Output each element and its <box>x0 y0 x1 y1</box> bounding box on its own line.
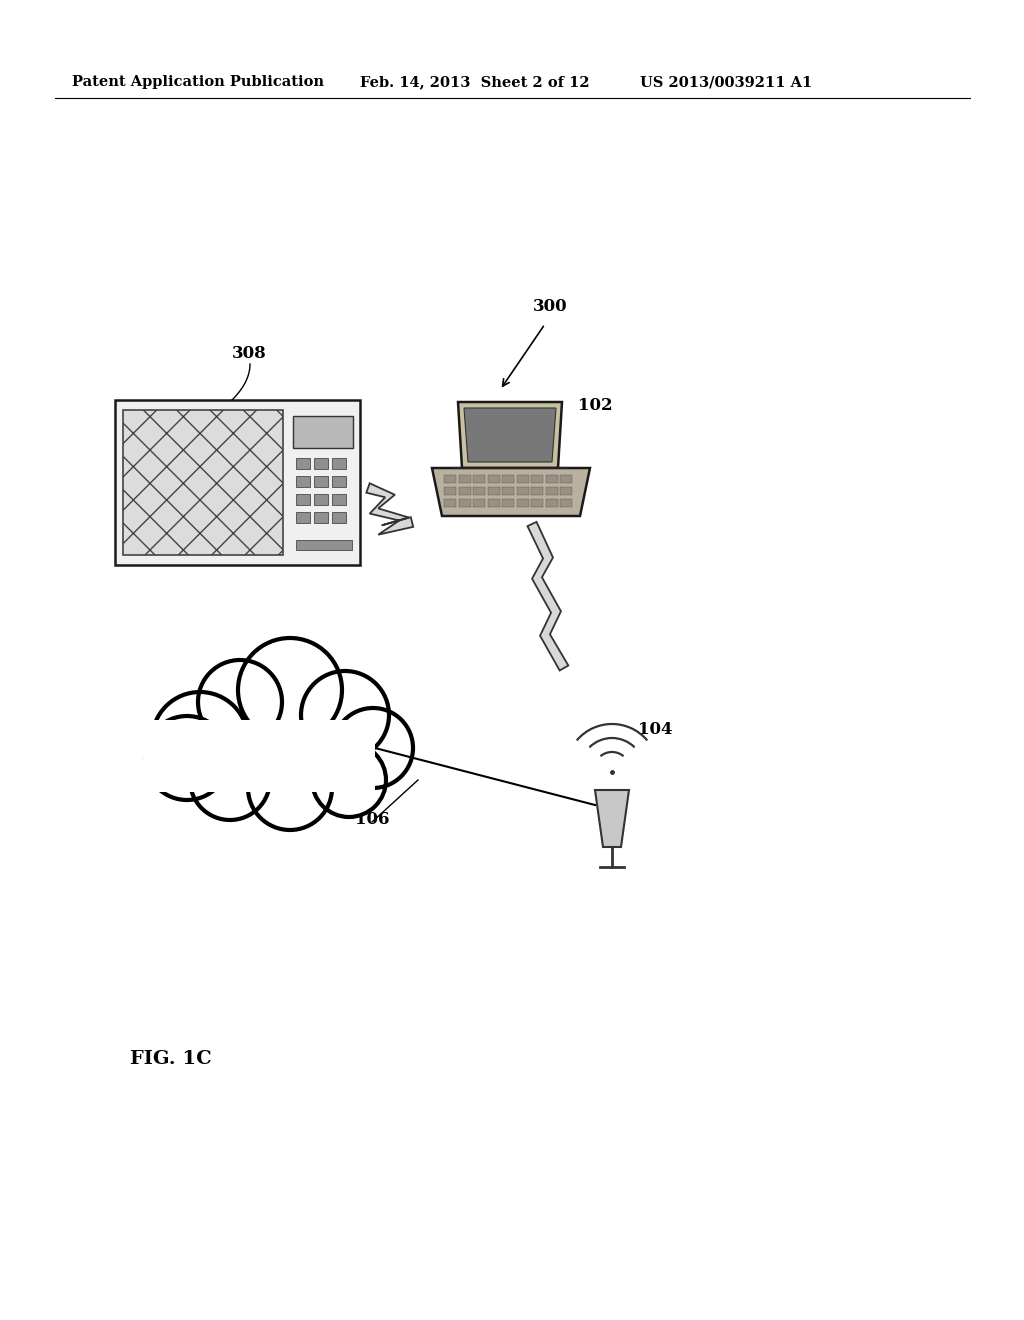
Text: 102: 102 <box>578 397 612 414</box>
Bar <box>560 487 572 495</box>
Circle shape <box>238 638 342 742</box>
Bar <box>293 416 353 447</box>
Circle shape <box>190 741 270 820</box>
Polygon shape <box>432 469 590 516</box>
Bar <box>459 475 470 483</box>
Circle shape <box>301 671 389 759</box>
Text: 106: 106 <box>355 810 389 828</box>
Bar <box>296 494 310 506</box>
Bar <box>487 499 500 507</box>
Bar <box>296 477 310 487</box>
Bar <box>531 487 543 495</box>
Bar <box>487 487 500 495</box>
Bar <box>546 475 557 483</box>
Polygon shape <box>367 483 414 535</box>
Bar <box>531 499 543 507</box>
Circle shape <box>145 715 229 800</box>
Bar <box>332 512 346 523</box>
Text: FIG. 1C: FIG. 1C <box>130 1049 212 1068</box>
Circle shape <box>152 692 248 788</box>
Polygon shape <box>527 521 568 671</box>
Polygon shape <box>464 408 556 462</box>
Circle shape <box>198 660 282 744</box>
Polygon shape <box>458 403 562 469</box>
Text: 300: 300 <box>534 298 567 315</box>
Bar <box>560 499 572 507</box>
Bar <box>296 512 310 523</box>
Bar <box>502 475 514 483</box>
Bar <box>314 512 328 523</box>
Circle shape <box>248 746 332 830</box>
Bar <box>314 494 328 506</box>
Bar <box>502 487 514 495</box>
Bar <box>459 487 470 495</box>
Bar <box>516 475 528 483</box>
Text: Feb. 14, 2013  Sheet 2 of 12: Feb. 14, 2013 Sheet 2 of 12 <box>360 75 590 88</box>
Bar <box>546 499 557 507</box>
Bar <box>444 487 456 495</box>
Bar <box>473 475 485 483</box>
Bar <box>314 458 328 469</box>
Bar <box>516 487 528 495</box>
Text: US 2013/0039211 A1: US 2013/0039211 A1 <box>640 75 812 88</box>
Text: 104: 104 <box>638 721 673 738</box>
Bar <box>296 458 310 469</box>
Bar <box>560 475 572 483</box>
Text: 308: 308 <box>232 345 266 362</box>
Bar <box>444 499 456 507</box>
Bar <box>516 499 528 507</box>
Bar <box>473 499 485 507</box>
Bar <box>123 411 283 554</box>
Bar <box>502 499 514 507</box>
Bar <box>444 475 456 483</box>
Polygon shape <box>595 789 629 847</box>
Bar <box>296 540 352 550</box>
Circle shape <box>333 708 413 788</box>
Bar <box>487 475 500 483</box>
Bar <box>115 400 360 565</box>
Bar <box>332 477 346 487</box>
Bar <box>314 477 328 487</box>
Circle shape <box>312 743 386 817</box>
Text: Patent Application Publication: Patent Application Publication <box>72 75 324 88</box>
Bar <box>332 494 346 506</box>
Bar <box>143 719 375 792</box>
Bar <box>546 487 557 495</box>
Bar <box>459 499 470 507</box>
Bar <box>531 475 543 483</box>
Bar <box>473 487 485 495</box>
Bar <box>332 458 346 469</box>
